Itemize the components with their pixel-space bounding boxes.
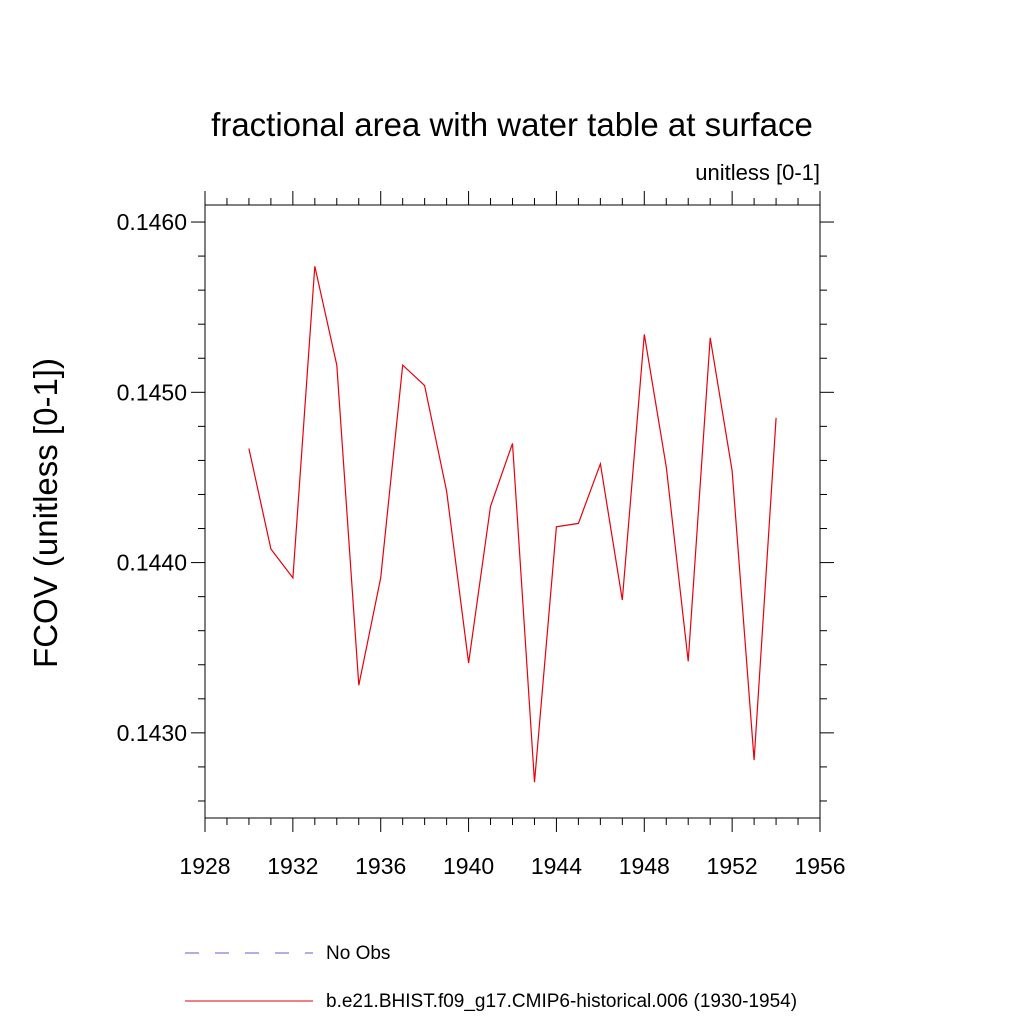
x-tick-label: 1932: [267, 853, 318, 879]
series-point: [248, 448, 249, 449]
x-tick-label: 1928: [179, 853, 230, 879]
legend: No Obs b.e21.BHIST.f09_g17.CMIP6-histori…: [185, 943, 797, 1012]
series-point: [270, 548, 271, 549]
series-line: [248, 266, 777, 783]
series-point: [644, 334, 645, 335]
y-tick-label: 0.1430: [117, 720, 187, 746]
y-axis-label: FCOV (unitless [0-1]): [27, 358, 64, 668]
series-point: [468, 662, 469, 663]
legend-no-obs-label: No Obs: [326, 943, 390, 964]
series-point: [380, 577, 381, 578]
series-point: [490, 506, 491, 507]
series-point: [336, 364, 337, 365]
series-point: [578, 523, 579, 524]
x-tick-label: 1936: [355, 853, 406, 879]
series-point: [292, 577, 293, 578]
plot-frame: [204, 204, 821, 819]
series-point: [775, 417, 776, 418]
series-point: [622, 599, 623, 600]
series-point: [556, 526, 557, 527]
series-point: [688, 661, 689, 662]
x-tick-label: 1948: [619, 853, 670, 879]
x-tick-label: 1944: [531, 853, 582, 879]
series-point: [732, 470, 733, 471]
series-layer: [248, 266, 777, 783]
axis-ticks: [191, 191, 834, 832]
series-point: [314, 266, 315, 267]
series-point: [446, 490, 447, 491]
series-point: [534, 782, 535, 783]
series-point: [600, 463, 601, 464]
series-point: [424, 385, 425, 386]
series-point: [710, 337, 711, 338]
series-point: [402, 364, 403, 365]
chart-title: fractional area with water table at surf…: [211, 106, 813, 143]
chart-subtitle: unitless [0-1]: [695, 160, 820, 185]
x-tick-label: 1940: [443, 853, 494, 879]
x-tick-label: 1952: [707, 853, 758, 879]
legend-model-label: b.e21.BHIST.f09_g17.CMIP6-historical.006…: [326, 991, 797, 1012]
y-tick-label: 0.1440: [117, 550, 187, 576]
y-tick-label: 0.1460: [117, 209, 187, 235]
series-point: [512, 443, 513, 444]
series-point: [666, 467, 667, 468]
y-tick-label: 0.1450: [117, 379, 187, 405]
axis-tick-labels: 0.1430 0.1440 0.1450 0.1460 1928 1932 1936 1940…: [117, 209, 846, 879]
series-point: [754, 760, 755, 761]
x-tick-label: 1956: [794, 853, 845, 879]
series-point: [358, 685, 359, 686]
